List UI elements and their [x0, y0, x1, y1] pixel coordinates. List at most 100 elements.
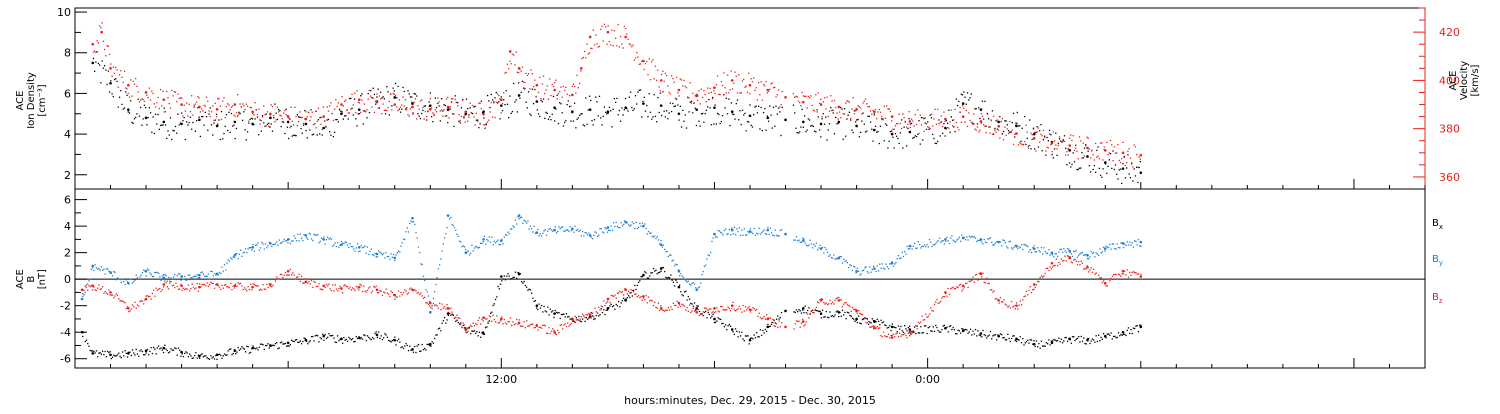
- velocity-sample: [227, 103, 229, 105]
- b-field-sample: [499, 244, 502, 246]
- b-field-sample: [844, 311, 846, 314]
- b-field-point: [695, 311, 699, 314]
- density-sample: [1113, 168, 1115, 171]
- b-field-sample: [203, 283, 206, 286]
- velocity-sample: [1135, 153, 1138, 156]
- density-sample: [227, 129, 229, 132]
- velocity-sample: [550, 94, 552, 97]
- b-field-sample: [124, 302, 126, 304]
- b-field-sample: [499, 283, 502, 285]
- b-field-sample: [276, 276, 278, 278]
- bottom-y-tick-label: -2: [60, 300, 71, 313]
- b-field-sample: [1131, 242, 1133, 244]
- b-field-sample: [1110, 248, 1112, 250]
- b-field-sample: [235, 252, 237, 255]
- b-field-sample: [693, 283, 696, 285]
- density-sample: [886, 124, 888, 126]
- density-sample: [897, 137, 899, 140]
- b-field-sample: [758, 227, 760, 230]
- density-sample: [756, 112, 759, 114]
- b-field-sample: [728, 307, 730, 310]
- density-sample: [976, 123, 979, 125]
- b-field-sample: [687, 310, 689, 312]
- density-sample: [963, 91, 965, 93]
- b-field-sample: [646, 277, 648, 279]
- b-field-sample: [447, 314, 449, 317]
- velocity-sample: [858, 106, 861, 108]
- b-field-sample: [802, 318, 804, 320]
- b-field-sample: [259, 247, 262, 249]
- legend-label-main: B: [1432, 292, 1439, 303]
- density-sample: [610, 110, 612, 112]
- b-field-sample: [252, 283, 254, 285]
- b-field-sample: [886, 266, 888, 268]
- b-field-sample: [665, 276, 667, 279]
- density-sample: [638, 89, 640, 91]
- b-field-sample: [853, 265, 855, 268]
- b-field-sample: [146, 348, 149, 351]
- b-field-sample: [514, 219, 517, 221]
- b-field-sample: [795, 236, 798, 238]
- b-field-sample: [1007, 306, 1009, 308]
- velocity-sample: [827, 115, 829, 118]
- density-sample: [539, 115, 541, 118]
- b-field-sample: [1076, 256, 1079, 258]
- b-field-sample: [859, 274, 861, 276]
- b-field-sample: [513, 226, 515, 228]
- density-sample: [546, 112, 548, 114]
- b-field-sample: [493, 240, 495, 242]
- b-field-sample: [925, 313, 927, 315]
- density-sample: [903, 126, 905, 128]
- b-field-sample: [98, 284, 100, 286]
- velocity-sample: [622, 47, 624, 49]
- velocity-sample: [633, 59, 635, 61]
- density-sample: [120, 89, 122, 92]
- b-field-sample: [585, 316, 587, 319]
- velocity-sample: [147, 96, 149, 99]
- b-field-sample: [693, 302, 696, 304]
- b-field-sample: [318, 242, 320, 244]
- b-field-point: [482, 238, 485, 241]
- b-field-sample: [977, 279, 979, 281]
- b-field-sample: [691, 303, 693, 305]
- velocity-sample: [494, 116, 496, 119]
- density-sample: [274, 103, 276, 105]
- b-field-sample: [317, 285, 319, 288]
- density-sample: [1118, 169, 1120, 171]
- velocity-sample: [603, 23, 606, 25]
- b-field-sample: [386, 336, 389, 338]
- velocity-sample: [193, 104, 195, 106]
- b-field-sample: [568, 325, 570, 327]
- density-sample: [144, 106, 147, 109]
- b-field-point: [1032, 342, 1036, 346]
- velocity-sample: [983, 123, 985, 126]
- b-field-sample: [440, 258, 442, 260]
- density-sample: [730, 102, 732, 104]
- b-field-sample: [376, 292, 379, 294]
- b-field-sample: [1055, 258, 1058, 260]
- density-sample: [101, 60, 103, 62]
- velocity-sample: [268, 125, 270, 128]
- b-field-point: [659, 243, 663, 246]
- b-field-sample: [320, 237, 323, 239]
- b-field-sample: [136, 353, 139, 355]
- b-field-sample: [824, 303, 826, 305]
- density-sample: [137, 98, 139, 100]
- density-sample: [591, 119, 593, 122]
- b-field-sample: [957, 286, 959, 289]
- density-sample: [335, 118, 337, 121]
- density-sample: [1004, 120, 1006, 122]
- b-field-sample: [477, 335, 479, 337]
- velocity-sample: [376, 93, 378, 95]
- velocity-sample: [148, 87, 151, 89]
- b-field-sample: [652, 267, 655, 270]
- velocity-sample: [872, 109, 874, 112]
- b-field-sample: [705, 310, 707, 313]
- b-field-point: [766, 228, 770, 232]
- b-field-sample: [1078, 335, 1080, 338]
- density-sample: [116, 80, 118, 83]
- b-field-sample: [330, 289, 333, 292]
- b-field-sample: [652, 304, 655, 307]
- b-field-sample: [119, 278, 121, 281]
- b-field-sample: [570, 229, 573, 232]
